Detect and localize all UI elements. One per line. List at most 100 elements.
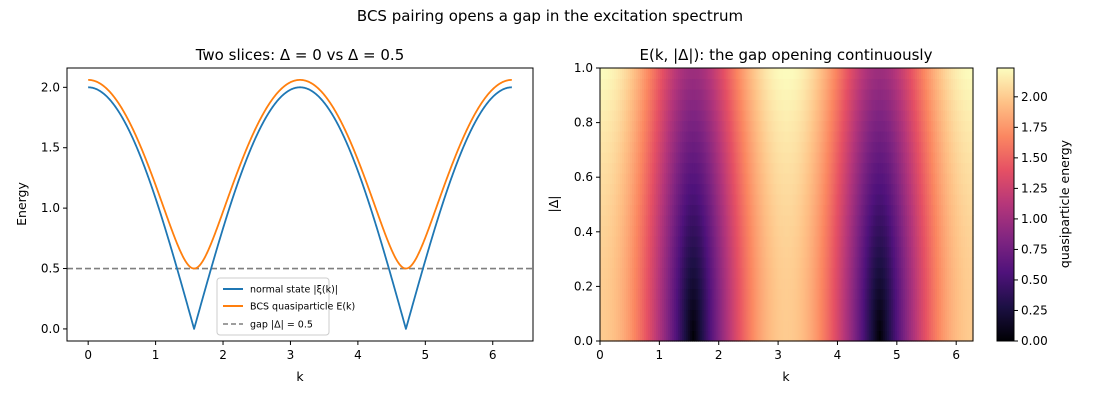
heatmap-cell [840, 183, 844, 195]
heatmap-cell [954, 246, 958, 258]
heatmap-cell [676, 99, 679, 111]
heatmap-cell [800, 120, 804, 132]
heatmap-cell [832, 89, 836, 101]
heatmap-cell [952, 131, 956, 143]
heatmap-cell [948, 173, 952, 185]
heatmap-cell [764, 236, 768, 248]
heatmap-cell [906, 183, 910, 195]
heatmap-cell [858, 131, 862, 143]
heatmap-cell [688, 204, 691, 216]
heatmap-cell [850, 204, 854, 216]
heatmap-cell [640, 99, 643, 111]
heatmap-cell [924, 236, 928, 248]
heatmap-cell [734, 225, 737, 237]
heatmap-cell [680, 99, 683, 111]
heatmap-cell [618, 173, 621, 185]
heatmap-cell [888, 110, 892, 122]
heatmap-cell [918, 120, 922, 132]
heatmap-cell [674, 215, 677, 227]
heatmap-cell [692, 162, 695, 174]
heatmap-cell [920, 246, 924, 258]
heatmap-cell [696, 78, 699, 90]
heatmap-cell [684, 173, 687, 185]
heatmap-cell [830, 89, 834, 101]
heatmap-cell [642, 131, 645, 143]
heatmap-cell [600, 194, 603, 206]
heatmap-cell [752, 183, 756, 195]
heatmap-cell [658, 204, 661, 216]
heatmap-cell [672, 257, 675, 269]
heatmap-cell [876, 236, 880, 248]
heatmap-cell [646, 236, 649, 248]
heatmap-cell [870, 278, 874, 290]
heatmap-cell [688, 236, 691, 248]
heatmap-cell [604, 120, 607, 132]
heatmap-cell [778, 320, 782, 332]
heatmap-cell [888, 320, 892, 332]
heatmap-cell [662, 257, 665, 269]
heatmap-cell [764, 194, 768, 206]
heatmap-cell [798, 68, 802, 80]
heatmap-cell [738, 78, 741, 90]
heatmap-cell [740, 236, 743, 248]
heatmap-cell [920, 309, 924, 321]
heatmap-cell [800, 257, 804, 269]
heatmap-cell [798, 278, 802, 290]
heatmap-cell [694, 162, 697, 174]
heatmap-cell [766, 278, 770, 290]
heatmap-cell [744, 68, 747, 80]
heatmap-cell [604, 330, 607, 342]
heatmap-cell [942, 278, 946, 290]
heatmap-cell [606, 183, 609, 195]
heatmap-cell [778, 89, 782, 101]
heatmap-cell [862, 68, 866, 80]
heatmap-cell [796, 99, 800, 111]
heatmap-cell [818, 204, 822, 216]
heatmap-cell [618, 278, 621, 290]
heatmap-cell [748, 330, 752, 342]
heatmap-cell [634, 330, 637, 342]
heatmap-cell [938, 68, 942, 80]
heatmap-cell [736, 78, 739, 90]
heatmap-cell [700, 330, 703, 342]
heatmap-cell [622, 162, 625, 174]
heatmap-cell [772, 110, 776, 122]
heatmap-cell [700, 152, 703, 164]
heatmap-cell [708, 173, 711, 185]
heatmap-cell [902, 257, 906, 269]
heatmap-cell [912, 173, 916, 185]
heatmap-cell [680, 204, 683, 216]
heatmap-cell [826, 246, 830, 258]
heatmap-cell [694, 267, 697, 279]
heatmap-cell [890, 204, 894, 216]
heatmap-cell [620, 299, 623, 311]
heatmap-cell [648, 162, 651, 174]
heatmap-cell [670, 299, 673, 311]
heatmap-cell [838, 204, 842, 216]
heatmap-cell [884, 267, 888, 279]
heatmap-cell [748, 131, 752, 143]
heatmap-cell [730, 267, 733, 279]
heatmap-cell [888, 131, 892, 143]
heatmap-cell [760, 309, 764, 321]
heatmap-cell [920, 288, 924, 300]
heatmap-cell [714, 299, 717, 311]
heatmap-cell [604, 152, 607, 164]
heatmap-cell [614, 162, 617, 174]
heatmap-cell [894, 299, 898, 311]
heatmap-cell [748, 141, 752, 153]
heatmap-cell [656, 120, 659, 132]
heatmap-cell [722, 162, 725, 174]
heatmap-cell [704, 215, 707, 227]
heatmap-cell [970, 68, 974, 80]
heatmap-cell [946, 152, 950, 164]
heatmap-cell [798, 183, 802, 195]
heatmap-cell [716, 267, 719, 279]
heatmap-cell [802, 246, 806, 258]
heatmap-cell [962, 330, 966, 342]
heatmap-cell [962, 215, 966, 227]
heatmap-cell [860, 162, 864, 174]
heatmap-cell [884, 131, 888, 143]
heatmap-cell [622, 330, 625, 342]
heatmap-cell [800, 99, 804, 111]
